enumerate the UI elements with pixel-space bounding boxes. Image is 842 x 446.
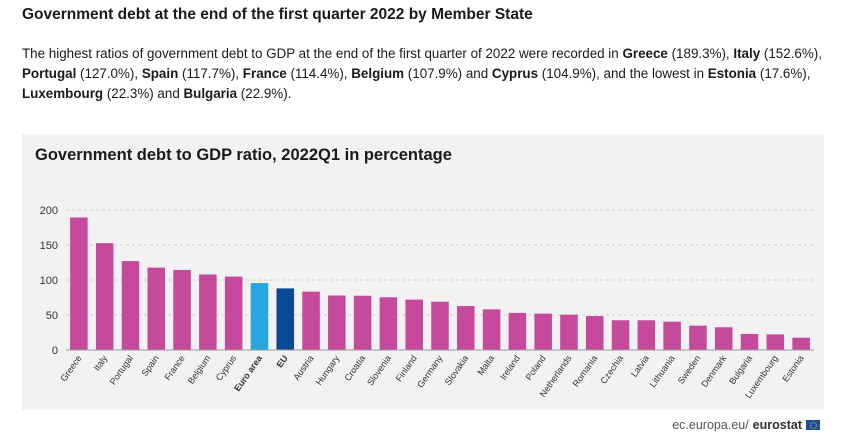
x-tick-label: Greece [58, 353, 83, 383]
x-tick-label: Czechia [598, 353, 625, 385]
bar-eu [276, 288, 295, 350]
bar-spain [147, 267, 166, 350]
source-domain: ec.europa.eu/ [672, 418, 749, 432]
x-tick-label: Lithuania [648, 353, 677, 389]
bar-lithuania [663, 321, 681, 350]
highlight-country: Portugal [22, 66, 77, 81]
y-tick-label: 100 [40, 275, 58, 287]
paragraph-text: (104.9%), and the lowest in [538, 66, 708, 81]
bar-slovakia [457, 306, 475, 350]
y-tick-label: 0 [52, 345, 58, 357]
x-tick-label: Estonia [780, 353, 805, 383]
x-tick-label: Croatia [342, 353, 367, 383]
highlight-country: Luxembourg [22, 86, 104, 101]
bar-slovenia [379, 297, 398, 350]
x-tick-label: Latvia [629, 353, 651, 378]
bar-luxembourg [766, 334, 785, 350]
x-tick-label: Sweden [676, 353, 703, 385]
page-heading: Government debt at the end of the first … [22, 6, 533, 23]
bar-malta [482, 309, 501, 350]
paragraph-text: (22.3%) and [103, 86, 184, 101]
x-tick-label: Finland [394, 353, 419, 383]
y-tick-label: 50 [46, 310, 58, 322]
paragraph-text: (189.3%), [667, 46, 734, 61]
x-tick-label: Spain [140, 353, 161, 378]
highlight-country: Estonia [707, 66, 757, 81]
chart-title: Government debt to GDP ratio, 2022Q1 in … [35, 146, 452, 164]
bar-cyprus [224, 276, 243, 350]
paragraph-text: (107.9%) and [404, 66, 492, 81]
x-tick-label: France [162, 353, 186, 382]
x-tick-label: Slovakia [443, 353, 471, 387]
y-tick-label: 200 [40, 205, 58, 217]
bar-portugal [121, 261, 140, 350]
highlight-country: France [242, 66, 287, 81]
bar-romania [585, 316, 604, 350]
bar-estonia [792, 337, 810, 350]
bar-austria [302, 291, 320, 350]
bar-ireland [508, 312, 527, 350]
highlight-country: Italy [733, 46, 761, 61]
bar-italy [95, 243, 114, 350]
highlight-country: Bulgaria [183, 86, 238, 101]
paragraph-text: The highest ratios of government debt to… [22, 46, 623, 61]
highlight-country: Greece [622, 46, 668, 61]
x-tick-label: Denmark [699, 353, 728, 389]
x-tick-label: EU [275, 353, 290, 369]
highlight-country: Belgium [351, 66, 405, 81]
x-tick-label: Poland [524, 353, 548, 382]
y-tick-label: 150 [40, 240, 58, 252]
bar-czechia [611, 320, 630, 350]
bar-sweden [689, 325, 707, 350]
paragraph-text: (17.6%), [756, 66, 811, 81]
bar-latvia [637, 320, 656, 350]
bar-france [173, 269, 191, 350]
x-tick-label: Germany [415, 353, 445, 389]
paragraph-text: (127.0%), [76, 66, 142, 81]
paragraph-text: (22.9%). [237, 86, 292, 101]
bar-germany [431, 301, 449, 350]
x-tick-label: Cyprus [214, 353, 239, 382]
x-tick-label: Austria [291, 353, 315, 382]
x-tick-label: Portugal [108, 353, 135, 386]
bar-bulgaria [740, 333, 759, 350]
bar-belgium [199, 274, 217, 350]
bar-netherlands [560, 314, 578, 350]
x-tick-label: Belgium [186, 353, 213, 385]
eu-flag-icon [806, 420, 820, 430]
highlight-country: Spain [141, 66, 179, 81]
x-tick-label: Italy [92, 353, 110, 373]
x-tick-label: Hungary [314, 353, 342, 387]
bar-hungary [328, 295, 346, 350]
bar-poland [534, 313, 552, 350]
x-tick-label: Bulgaria [727, 353, 754, 386]
source-link[interactable]: ec.europa.eu/eurostat [672, 418, 820, 432]
x-tick-label: Malta [475, 353, 496, 377]
bar-euro-area [250, 283, 269, 350]
x-tick-label: Slovenia [365, 353, 393, 387]
bar-denmark [714, 327, 733, 350]
summary-paragraph: The highest ratios of government debt to… [22, 44, 822, 104]
bar-croatia [353, 295, 372, 350]
source-brand: eurostat [752, 418, 802, 432]
x-tick-label: Romania [571, 353, 600, 388]
x-tick-label: Ireland [498, 353, 522, 381]
paragraph-text: (114.4%), [286, 66, 352, 81]
bar-finland [405, 299, 423, 350]
paragraph-text: (117.7%), [178, 66, 243, 81]
paragraph-text: (152.6%), [760, 46, 822, 61]
bar-greece [70, 217, 88, 350]
highlight-country: Cyprus [491, 66, 539, 81]
